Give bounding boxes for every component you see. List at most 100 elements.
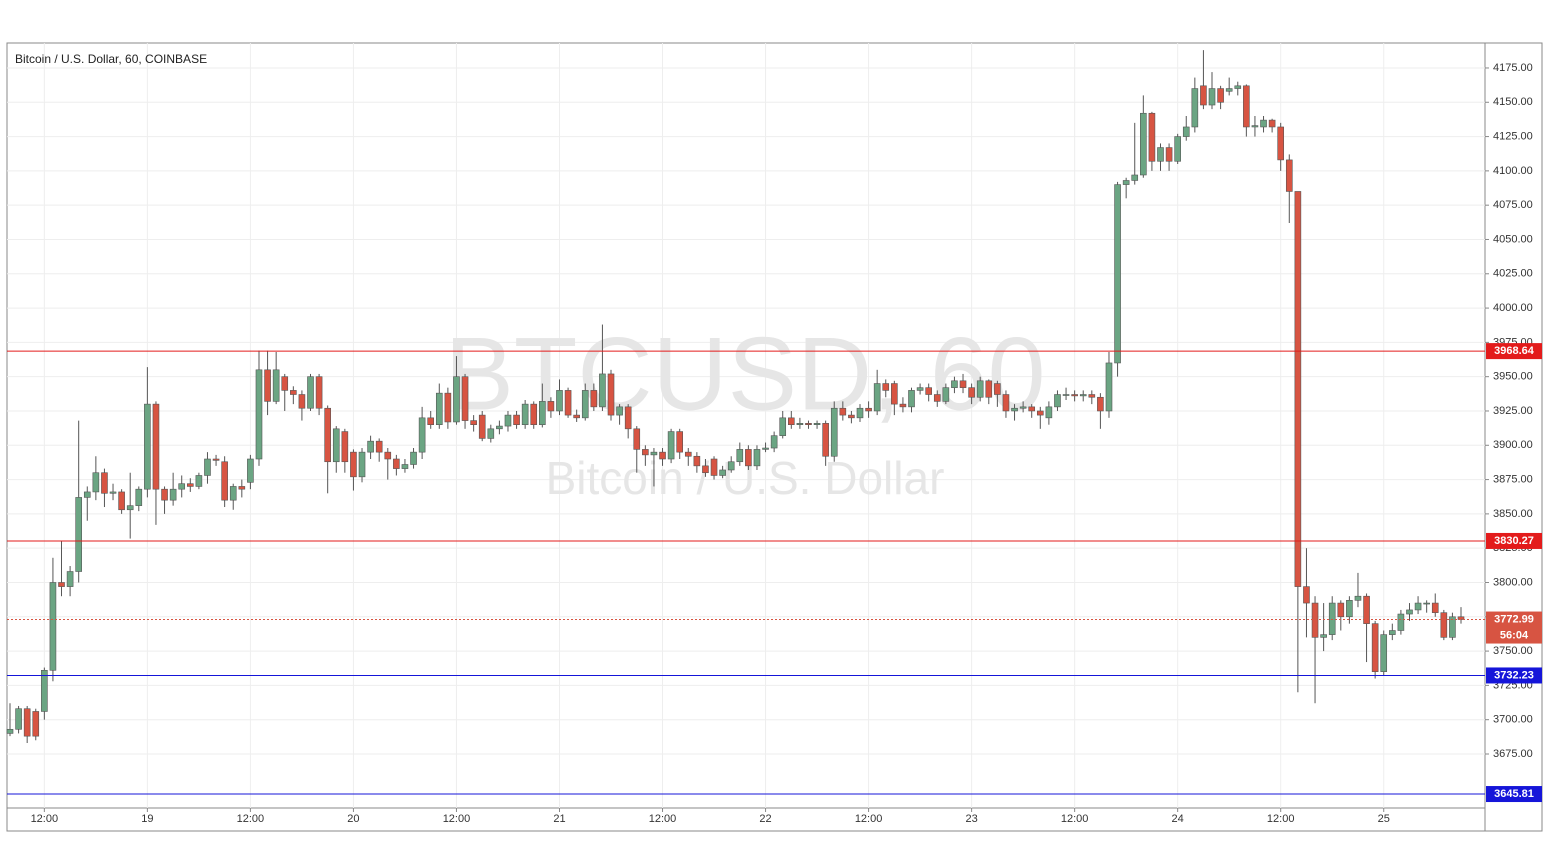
candle-body <box>32 711 40 737</box>
candle-body <box>75 497 82 572</box>
x-tick-label: 12:00 <box>1061 813 1089 825</box>
candle-body <box>427 417 435 426</box>
candle-body <box>393 458 400 469</box>
candle-body <box>1346 600 1353 618</box>
candle-body <box>1028 406 1036 412</box>
candle-body <box>513 414 520 426</box>
candle-body <box>1174 136 1181 162</box>
x-tick-label: 20 <box>347 813 359 825</box>
candle-body <box>1397 613 1405 631</box>
candle-body <box>444 392 452 423</box>
candle-body <box>839 407 847 416</box>
candle-body <box>539 401 546 426</box>
candle-body <box>1328 602 1336 635</box>
candle-body <box>1157 147 1164 162</box>
candle-body <box>1380 634 1388 672</box>
candle-body <box>933 394 941 402</box>
candle-body <box>1320 634 1327 638</box>
candle-body <box>1114 184 1121 364</box>
candle-body <box>375 440 383 453</box>
candle-body <box>1243 85 1250 128</box>
candle-body <box>238 486 246 490</box>
candle-body <box>144 403 151 490</box>
candle-body <box>908 390 915 408</box>
candle-body <box>496 425 503 430</box>
candle-body <box>667 431 675 460</box>
candle-body <box>1088 394 1096 398</box>
candle-body <box>410 451 417 465</box>
y-tick-label: 4000.00 <box>1493 302 1533 314</box>
candle-body <box>624 406 632 430</box>
level-label: 3968.64 <box>1494 345 1535 357</box>
y-tick-label: 3925.00 <box>1493 405 1533 417</box>
candle-body <box>1097 396 1104 412</box>
candle-body <box>556 390 563 412</box>
candle-body <box>959 380 967 388</box>
y-tick-label: 3875.00 <box>1493 473 1533 485</box>
candle-body <box>916 387 924 391</box>
candle-body <box>23 708 31 737</box>
candle-body <box>1079 394 1087 397</box>
x-tick-label: 12:00 <box>1267 813 1295 825</box>
candle-body <box>564 390 572 416</box>
candle-body <box>1363 595 1370 624</box>
candle-body <box>1311 602 1319 638</box>
candle-body <box>985 380 993 398</box>
candle-body <box>521 403 529 426</box>
candle-body <box>770 435 778 449</box>
candle-body <box>461 376 469 421</box>
candle-body <box>83 491 91 498</box>
candle-body <box>109 491 117 494</box>
candle-body <box>264 369 271 402</box>
candle-body <box>942 387 950 402</box>
candle-body <box>135 488 143 506</box>
candle-body <box>1234 85 1242 89</box>
candle-body <box>418 417 426 453</box>
candle-body <box>1277 126 1285 161</box>
y-tick-label: 3900.00 <box>1493 439 1533 451</box>
candle-body <box>212 458 220 461</box>
candle-body <box>1191 88 1199 128</box>
candle-body <box>290 390 297 395</box>
candle-body <box>1457 616 1465 620</box>
y-tick-label: 4100.00 <box>1493 165 1533 177</box>
candle-body <box>1414 602 1422 611</box>
candle-body <box>49 582 57 671</box>
candle-body <box>6 728 14 734</box>
candle-body <box>1148 112 1156 162</box>
candle-body <box>762 447 769 450</box>
candle-body <box>1054 394 1061 408</box>
candle-body <box>1294 191 1302 587</box>
candle-body <box>1182 126 1190 137</box>
candle-body <box>753 449 761 467</box>
candle-body <box>1337 602 1345 618</box>
candle-body <box>745 449 752 467</box>
candle-body <box>341 431 349 463</box>
candle-body <box>152 403 160 490</box>
y-tick-label: 4150.00 <box>1493 96 1533 108</box>
candle-body <box>92 472 100 493</box>
candle-body <box>616 406 623 416</box>
level-label: 3830.27 <box>1494 535 1534 547</box>
candle-body <box>607 373 615 416</box>
x-tick-label: 12:00 <box>855 813 883 825</box>
candle-body <box>1140 112 1147 176</box>
candle-body <box>186 483 194 487</box>
candle-body <box>487 428 495 439</box>
y-tick-label: 4125.00 <box>1493 130 1533 142</box>
candle-body <box>1208 88 1216 106</box>
candle-body <box>1251 125 1259 128</box>
candle-body <box>848 414 855 419</box>
candle-body <box>1122 180 1130 185</box>
candle-body <box>58 582 65 587</box>
candle-body <box>633 428 641 450</box>
candle-body <box>384 451 392 460</box>
x-tick-label: 19 <box>141 813 153 825</box>
candle-body <box>1071 394 1078 397</box>
candle-body <box>822 423 829 457</box>
candle-body <box>470 420 477 426</box>
grid: 3675.003700.003725.003750.003775.003800.… <box>7 43 1533 825</box>
candles <box>6 50 1465 744</box>
candle-body <box>856 407 864 419</box>
